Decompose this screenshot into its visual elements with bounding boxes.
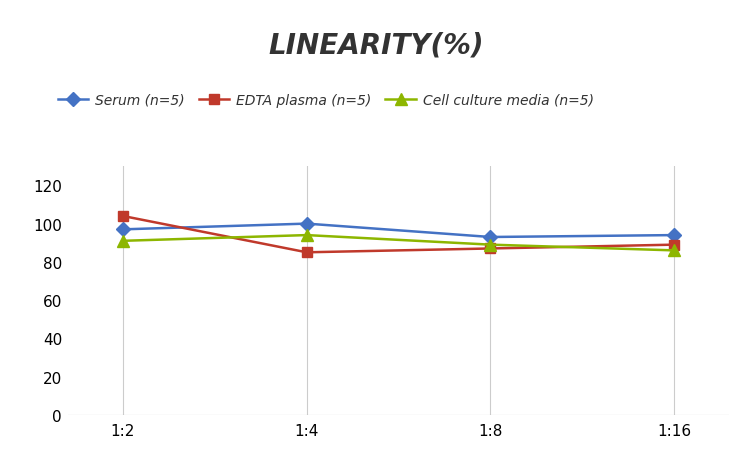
Cell culture media (n=5)	[118, 239, 127, 244]
Text: LINEARITY(%): LINEARITY(%)	[268, 32, 484, 60]
Line: Cell culture media (n=5): Cell culture media (n=5)	[117, 230, 680, 256]
Serum (n=5)	[118, 227, 127, 233]
Serum (n=5)	[302, 221, 311, 227]
EDTA plasma (n=5)	[670, 242, 679, 248]
EDTA plasma (n=5)	[118, 214, 127, 219]
Line: Serum (n=5): Serum (n=5)	[118, 219, 679, 242]
Line: EDTA plasma (n=5): EDTA plasma (n=5)	[118, 212, 679, 258]
Serum (n=5)	[670, 233, 679, 238]
Legend: Serum (n=5), EDTA plasma (n=5), Cell culture media (n=5): Serum (n=5), EDTA plasma (n=5), Cell cul…	[52, 88, 599, 113]
EDTA plasma (n=5)	[302, 250, 311, 255]
Serum (n=5)	[486, 235, 495, 240]
EDTA plasma (n=5)	[486, 246, 495, 252]
Cell culture media (n=5)	[670, 248, 679, 253]
Cell culture media (n=5)	[302, 233, 311, 238]
Cell culture media (n=5)	[486, 242, 495, 248]
